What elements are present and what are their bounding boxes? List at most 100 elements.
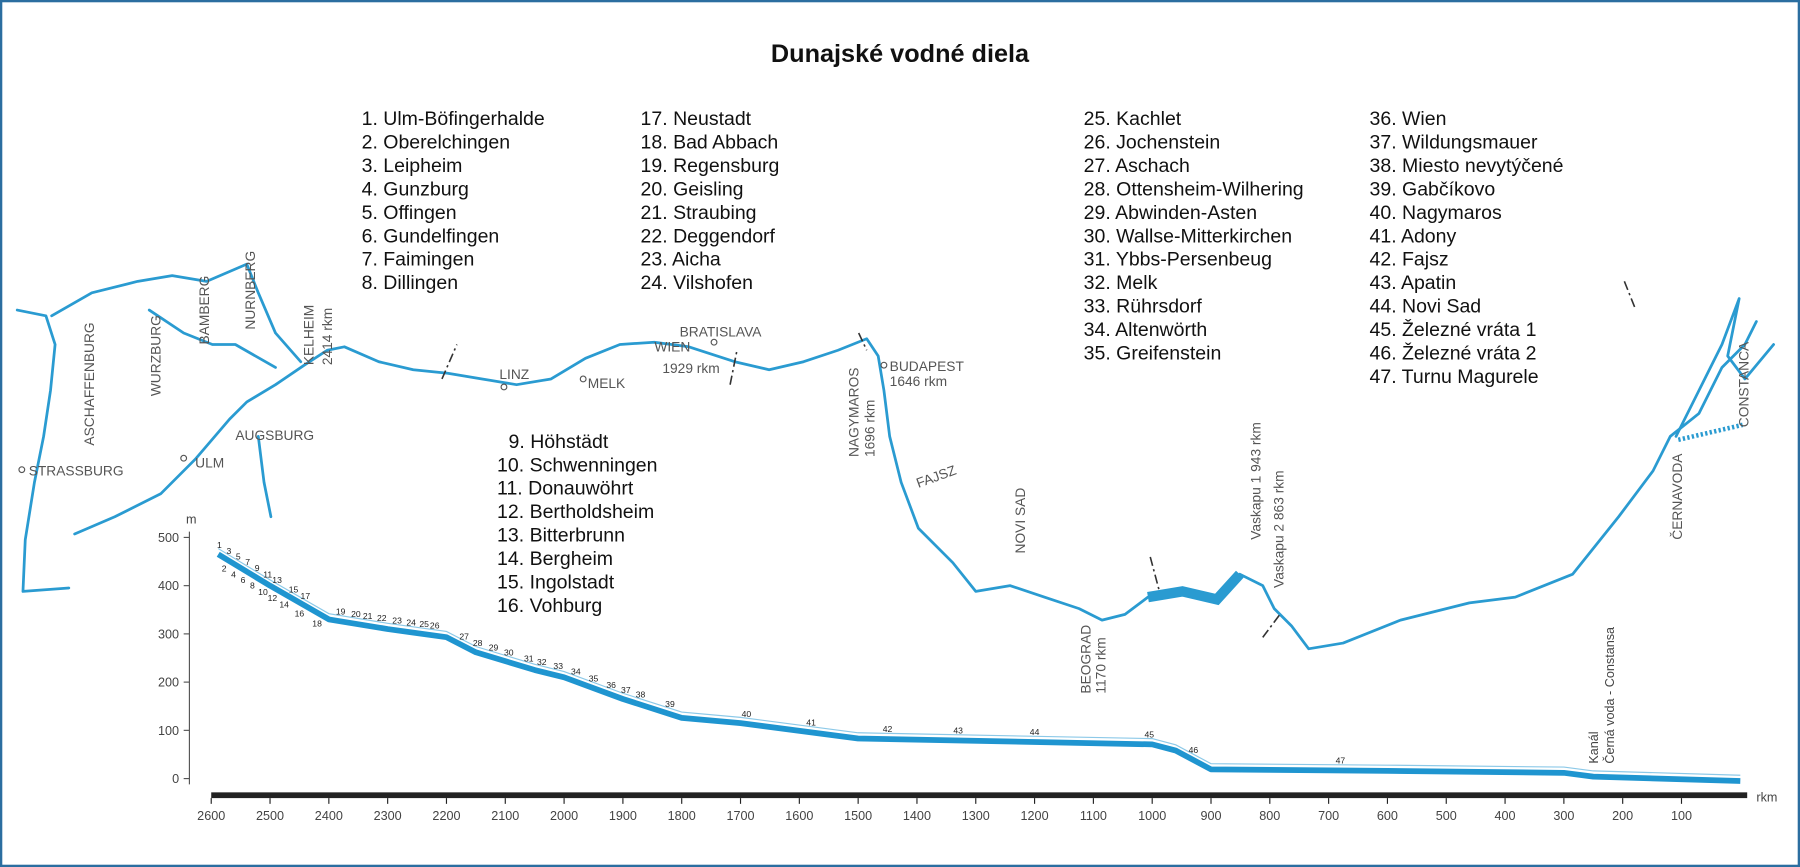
dam-list-item: 21. Straubing	[641, 202, 757, 224]
x-tick-label: 600	[1377, 809, 1398, 823]
dam-label: 42	[883, 724, 893, 734]
dam-label: 32	[537, 657, 547, 667]
city-dot	[710, 338, 718, 346]
x-tick-label: 700	[1318, 809, 1339, 823]
dam-list-item: 13. Bitterbrunn	[497, 525, 625, 547]
map-label: WURZBURG	[149, 315, 164, 396]
x-tick-label: 1400	[903, 809, 931, 823]
x-tick-label: 2500	[256, 809, 284, 823]
dam-list-item: 1. Ulm-Böfingerhalde	[362, 108, 545, 130]
x-tick-label: 1700	[726, 809, 754, 823]
map-label: 1696 rkm	[863, 400, 878, 457]
dam-list-item: 15. Ingolstadt	[497, 571, 615, 593]
dam-list-item: 24. Vilshofen	[641, 272, 753, 294]
x-tick-label: 1500	[844, 809, 872, 823]
dam-list-item: 20. Geisling	[641, 178, 744, 200]
dam-label: 34	[571, 667, 581, 677]
dam-list-item: 47. Turnu Magurele	[1370, 366, 1539, 388]
map-label: MELK	[588, 376, 626, 391]
profile-line	[216, 551, 1741, 784]
dam-list-item: 44. Novi Sad	[1370, 296, 1482, 318]
map-label: BRATISLAVA	[680, 324, 763, 339]
dam-label: 27	[459, 631, 469, 641]
dam-label: 15	[289, 584, 299, 594]
dam-label: 6	[241, 575, 246, 585]
dam-label: 17	[301, 591, 311, 601]
dam-list-item: 42. Fajsz	[1370, 249, 1449, 271]
map-label: NOVI SAD	[1013, 488, 1028, 554]
x-tick-label: 900	[1200, 809, 1221, 823]
dam-list-item: 26. Jochenstein	[1084, 132, 1221, 154]
y-tick-label: 300	[158, 627, 179, 641]
dam-list-item: 2. Oberelchingen	[362, 132, 511, 154]
dam-label: 30	[504, 647, 514, 657]
map-label: KELHEIM	[301, 305, 316, 365]
map-label: ASCHAFFENBURG	[82, 322, 97, 445]
dam-list-item: 14. Bergheim	[497, 548, 613, 570]
map-label: 1170 rkm	[1093, 637, 1108, 693]
map-label: STRASSBURG	[29, 463, 124, 478]
dam-label: 26	[430, 621, 440, 631]
map-label: BUDAPEST	[890, 359, 965, 374]
title: Dunajské vodné diela	[771, 40, 1030, 68]
dam-label: 28	[473, 638, 483, 648]
map-label: NAGYMAROS	[847, 368, 862, 458]
x-tick-label: 1800	[668, 809, 696, 823]
dam-label: 41	[806, 717, 816, 727]
dam-label: 13	[272, 575, 282, 585]
map-label: LINZ	[499, 367, 529, 382]
map-label: NURNBERG	[243, 251, 258, 330]
canal-label: Černá voda - Constansa	[1602, 626, 1617, 764]
map-label: Vaskapu 2 863 rkm	[1271, 470, 1286, 588]
x-tick-label: 1900	[609, 809, 637, 823]
map-label: BEOGRAD	[1079, 625, 1094, 694]
dam-list-item: 39. Gabčíkovo	[1370, 178, 1496, 200]
x-tick-label: 2600	[197, 809, 225, 823]
dam-list-item: 16. Vohburg	[497, 595, 602, 617]
dam-list-item: 37. Wildungsmauer	[1370, 132, 1538, 154]
dam-label: 5	[236, 552, 241, 562]
x-tick-label: 1000	[1138, 809, 1166, 823]
dam-list-item: 34. Altenwörth	[1084, 319, 1208, 341]
dam-list-item: 4. Gunzburg	[362, 178, 469, 200]
map-label: CONSTANCA	[1736, 341, 1751, 427]
map-label: ČERNAVODA	[1669, 453, 1685, 540]
dam-label: 23	[392, 615, 402, 625]
x-tick-label: 200	[1612, 809, 1633, 823]
dam-label: 9	[255, 563, 260, 573]
city-dot	[180, 454, 188, 462]
x-tick-label: 1200	[1021, 809, 1049, 823]
x-tick-label: 1300	[962, 809, 990, 823]
x-tick-label: 300	[1553, 809, 1574, 823]
dam-label: 3	[226, 546, 231, 556]
map-label: Vaskapu 1 943 rkm	[1248, 422, 1263, 540]
city-dot	[579, 375, 587, 383]
dam-label: 38	[636, 690, 646, 700]
dam-label: 11	[263, 569, 272, 579]
dam-list-item: 43. Apatin	[1370, 272, 1457, 294]
dam-label: 47	[1336, 756, 1346, 766]
map-label: 2414 rkm	[320, 308, 335, 365]
x-tick-label: 500	[1436, 809, 1457, 823]
dam-list-item: 46. Železné vráta 2	[1370, 341, 1537, 364]
y-tick-label: 200	[158, 676, 179, 690]
dam-label: 24	[406, 617, 416, 627]
dam-list-item: 7. Faimingen	[362, 249, 475, 271]
x-tick-label: 2400	[315, 809, 343, 823]
dam-list-item: 18. Bad Abbach	[641, 132, 779, 154]
dam-label: 20	[351, 609, 361, 619]
dam-list-item: 41. Adony	[1370, 225, 1457, 247]
dam-list-item: 33. Rührsdorf	[1084, 296, 1203, 318]
dam-label: 29	[489, 643, 499, 653]
dam-label: 2	[222, 564, 227, 574]
dam-list-item: 19. Regensburg	[641, 155, 780, 177]
map-label: WIEN	[654, 339, 690, 354]
dam-list-item: 27. Aschach	[1084, 155, 1190, 177]
dam-list-item: 10. Schwenningen	[497, 454, 657, 476]
dam-label: 37	[621, 685, 631, 695]
dam-label: 39	[665, 699, 675, 709]
